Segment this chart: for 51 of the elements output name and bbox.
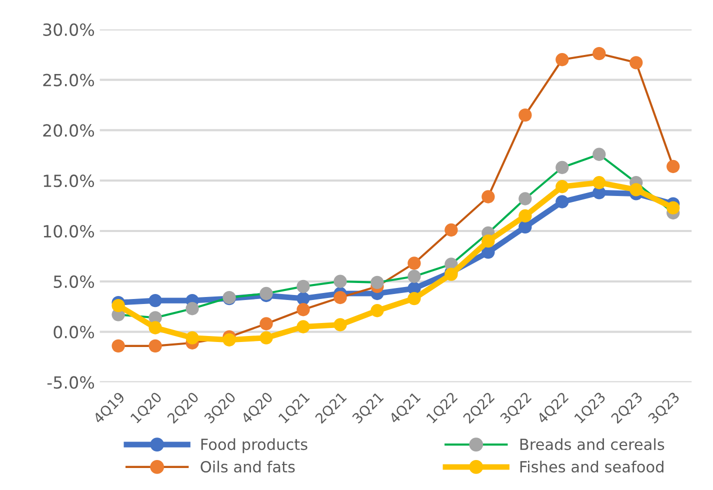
point [482, 190, 495, 204]
legend-label: Food products [201, 438, 308, 454]
y-tick-label: 0.0% [54, 326, 94, 338]
point [296, 320, 310, 334]
point [518, 220, 532, 234]
point [334, 318, 347, 332]
point [666, 201, 680, 214]
point [186, 302, 199, 316]
y-tick-label: 5.0% [54, 275, 94, 288]
y-tick-label: 20.0% [43, 124, 94, 137]
y-tick-label: 25.0% [43, 74, 94, 86]
point [592, 47, 606, 60]
point [296, 280, 310, 294]
point [556, 160, 569, 174]
y-tick-label: 10.0% [44, 224, 94, 238]
y-tick-label: 15.0% [44, 174, 94, 188]
point [222, 333, 236, 346]
point [370, 304, 384, 318]
point [334, 274, 347, 288]
point [112, 299, 125, 312]
point [186, 331, 199, 344]
point [370, 276, 384, 289]
point [148, 321, 162, 334]
point [334, 290, 347, 304]
point [592, 148, 606, 161]
point [556, 53, 569, 66]
y-tick-label: -5.0% [47, 376, 94, 389]
point [556, 195, 569, 208]
legend-label: Oils and fats [200, 460, 295, 473]
point [296, 303, 310, 316]
point [482, 234, 495, 248]
point [148, 294, 162, 308]
point [518, 209, 532, 222]
point [592, 176, 606, 190]
point [444, 223, 458, 237]
legend-label: Fishes and seafood [520, 460, 664, 473]
point [408, 292, 421, 306]
legend-label: Breads and cereals [520, 438, 664, 450]
point [408, 256, 421, 270]
point [518, 192, 532, 206]
point [112, 339, 125, 352]
point [518, 108, 532, 122]
y-tick-label: 30.0% [43, 23, 94, 36]
point [556, 180, 569, 194]
point [408, 270, 421, 283]
point [630, 56, 643, 70]
point [666, 160, 680, 174]
point [630, 183, 643, 196]
point [148, 339, 162, 352]
point [260, 331, 273, 344]
point [260, 317, 273, 330]
